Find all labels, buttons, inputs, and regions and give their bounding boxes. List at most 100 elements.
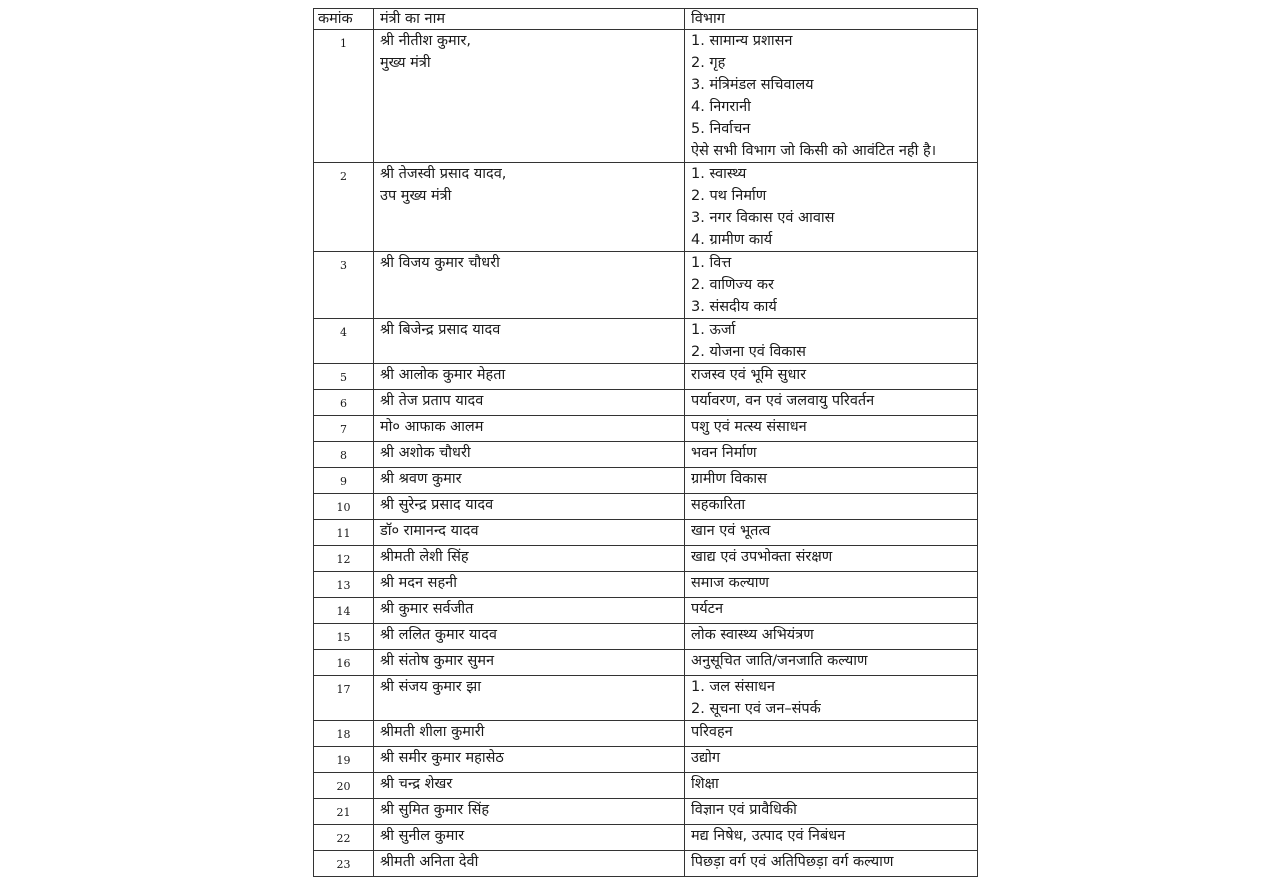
department-cell: सहकारिता: [684, 493, 978, 520]
header-cell: कमांक: [313, 8, 374, 30]
department-line: 1. ऊर्जा: [691, 322, 736, 338]
minister-cell: श्री संजय कुमार झा: [373, 675, 685, 721]
row-number: 3: [313, 251, 374, 319]
department-line: सहकारिता: [691, 497, 746, 513]
department-line: खाद्य एवं उपभोक्ता संरक्षण: [691, 549, 833, 565]
row-number: 23: [313, 850, 374, 877]
row-number: 5: [313, 363, 374, 390]
department-line: भवन निर्माण: [691, 445, 757, 461]
table-row: 20 श्री चन्द्र शेखर शिक्षा: [313, 772, 978, 799]
table-row: 11 डॉ० रामानन्द यादव खान एवं भूतत्व: [313, 519, 978, 546]
table-row: 17 श्री संजय कुमार झा 1. जल संसाधन 2. सूचना…: [313, 675, 978, 721]
minister-cell: डॉ० रामानन्द यादव: [373, 519, 685, 546]
row-number: 12: [313, 545, 374, 572]
department-line: 1. स्वास्थ्य: [691, 166, 747, 182]
row-number: 21: [313, 798, 374, 825]
row-number: 2: [313, 162, 374, 252]
minister-cell: मो० आफाक आलम: [373, 415, 685, 442]
department-cell: उद्योग: [684, 746, 978, 773]
minister-name-line: डॉ० रामानन्द यादव: [380, 523, 479, 539]
department-cell: 1. सामान्य प्रशासन 2. गृह 3. मंत्रिमंडल सच…: [684, 29, 978, 163]
row-number: 22: [313, 824, 374, 851]
department-line: ऐसे सभी विभाग जो किसी को आवंटित नही है।: [691, 143, 937, 159]
table-row: 13 श्री मदन सहनी समाज कल्याण: [313, 571, 978, 598]
department-cell: 1. ऊर्जा 2. योजना एवं विकास: [684, 318, 978, 364]
minister-name-line: मो० आफाक आलम: [380, 419, 484, 435]
minister-cell: श्री तेज प्रताप यादव: [373, 389, 685, 416]
minister-name-line: श्री कुमार सर्वजीत: [380, 601, 474, 617]
department-line: 1. सामान्य प्रशासन: [691, 33, 793, 49]
department-line: 4. निगरानी: [691, 99, 751, 115]
department-line: मद्य निषेध, उत्पाद एवं निबंधन: [691, 828, 846, 844]
table-row: 7 मो० आफाक आलम पशु एवं मत्स्य संसाधन: [313, 415, 978, 442]
table-row: 5 श्री आलोक कुमार मेहता राजस्व एवं भूमि सु…: [313, 363, 978, 390]
department-line: समाज कल्याण: [691, 575, 770, 591]
minister-name-line: श्री सुमित कुमार सिंह: [380, 802, 490, 818]
minister-cell: श्री सुरेन्द्र प्रसाद यादव: [373, 493, 685, 520]
table-row: 18 श्रीमती शीला कुमारी परिवहन: [313, 720, 978, 747]
table-row: 9 श्री श्रवण कुमार ग्रामीण विकास: [313, 467, 978, 494]
minister-cell: श्रीमती अनिता देवी: [373, 850, 685, 877]
department-line: 2. वाणिज्य कर: [691, 277, 774, 293]
row-number: 20: [313, 772, 374, 799]
department-cell: ग्रामीण विकास: [684, 467, 978, 494]
minister-cell: श्री तेजस्वी प्रसाद यादव, उप मुख्य मंत्री: [373, 162, 685, 252]
row-number: 7: [313, 415, 374, 442]
row-number: 13: [313, 571, 374, 598]
minister-name-line: श्री ललित कुमार यादव: [380, 627, 497, 643]
table-row: 16 श्री संतोष कुमार सुमन अनुसूचित जाति/जनज…: [313, 649, 978, 676]
minister-name-line: श्री चन्द्र शेखर: [380, 776, 453, 792]
department-line: 3. संसदीय कार्य: [691, 299, 777, 315]
minister-cell: श्रीमती शीला कुमारी: [373, 720, 685, 747]
minister-cell: श्री मदन सहनी: [373, 571, 685, 598]
row-number: 14: [313, 597, 374, 624]
minister-name-line: श्री बिजेन्द्र प्रसाद यादव: [380, 322, 501, 338]
ministers-table: कमांक मंत्री का नाम विभाग 1 श्री नीतीश कु…: [313, 8, 978, 877]
row-number: 19: [313, 746, 374, 773]
department-line: 1. जल संसाधन: [691, 679, 775, 695]
department-line: पर्यटन: [691, 601, 724, 617]
department-line: पर्यावरण, वन एवं जलवायु परिवर्तन: [691, 393, 875, 409]
minister-name-line: श्रीमती शीला कुमारी: [380, 724, 485, 740]
row-number: 16: [313, 649, 374, 676]
table-body: 1 श्री नीतीश कुमार, मुख्य मंत्री 1. सामान्य…: [313, 29, 978, 877]
department-cell: परिवहन: [684, 720, 978, 747]
department-line: 1. वित्त: [691, 255, 732, 271]
row-number: 1: [313, 29, 374, 163]
minister-name-line: श्री संजय कुमार झा: [380, 679, 482, 695]
department-line: 4. ग्रामीण कार्य: [691, 232, 773, 248]
page: {"table": { "header": ["कमांक", "मंत्री …: [313, 8, 978, 877]
header-cell: मंत्री का नाम: [373, 8, 685, 30]
row-number: 11: [313, 519, 374, 546]
department-cell: 1. वित्त 2. वाणिज्य कर 3. संसदीय कार्य: [684, 251, 978, 319]
table-row: 8 श्री अशोक चौधरी भवन निर्माण: [313, 441, 978, 468]
minister-name-line: श्री सुरेन्द्र प्रसाद यादव: [380, 497, 494, 513]
department-line: राजस्व एवं भूमि सुधार: [691, 367, 807, 383]
minister-cell: श्री ललित कुमार यादव: [373, 623, 685, 650]
department-line: 5. निर्वाचन: [691, 121, 751, 137]
department-cell: राजस्व एवं भूमि सुधार: [684, 363, 978, 390]
department-line: पशु एवं मत्स्य संसाधन: [691, 419, 807, 435]
table-row: 4 श्री बिजेन्द्र प्रसाद यादव 1. ऊर्जा 2. यो…: [313, 318, 978, 364]
department-cell: भवन निर्माण: [684, 441, 978, 468]
minister-cell: श्री समीर कुमार महासेठ: [373, 746, 685, 773]
department-line: 3. नगर विकास एवं आवास: [691, 210, 835, 226]
minister-name-line: श्री सुनील कुमार: [380, 828, 465, 844]
minister-cell: श्री नीतीश कुमार, मुख्य मंत्री: [373, 29, 685, 163]
minister-name-line: मुख्य मंत्री: [380, 55, 431, 71]
department-line: खान एवं भूतत्व: [691, 523, 771, 539]
department-cell: पिछड़ा वर्ग एवं अतिपिछड़ा वर्ग कल्याण: [684, 850, 978, 877]
minister-name-line: श्री विजय कुमार चौधरी: [380, 255, 500, 271]
minister-name-line: उप मुख्य मंत्री: [380, 188, 452, 204]
department-cell: मद्य निषेध, उत्पाद एवं निबंधन: [684, 824, 978, 851]
department-cell: शिक्षा: [684, 772, 978, 799]
minister-name-line: श्रीमती अनिता देवी: [380, 854, 479, 870]
minister-cell: श्री बिजेन्द्र प्रसाद यादव: [373, 318, 685, 364]
table-row: 10 श्री सुरेन्द्र प्रसाद यादव सहकारिता: [313, 493, 978, 520]
department-cell: खान एवं भूतत्व: [684, 519, 978, 546]
row-number: 18: [313, 720, 374, 747]
department-line: 2. पथ निर्माण: [691, 188, 767, 204]
department-cell: 1. जल संसाधन 2. सूचना एवं जन–संपर्क: [684, 675, 978, 721]
minister-cell: श्री श्रवण कुमार: [373, 467, 685, 494]
minister-name-line: श्री समीर कुमार महासेठ: [380, 750, 504, 766]
